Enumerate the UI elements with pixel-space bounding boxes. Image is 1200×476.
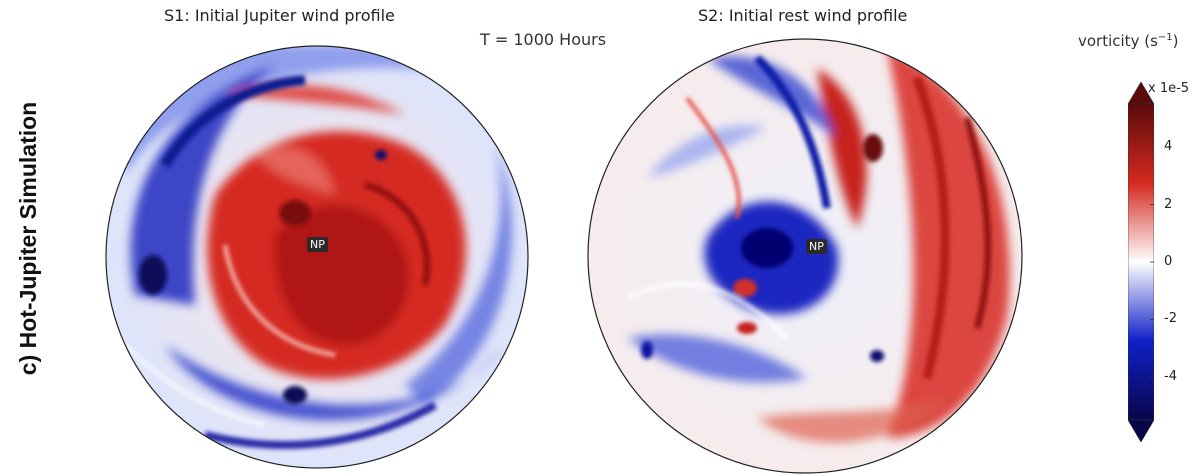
colorbar-unit: (s bbox=[1144, 32, 1158, 50]
row-label: c) Hot-Jupiter Simulation bbox=[15, 101, 42, 375]
colorbar-tick-label: 0 bbox=[1164, 254, 1173, 269]
colorbar-tick-label: 2 bbox=[1164, 196, 1173, 212]
panel-title-s2: S2: Initial rest wind profile bbox=[698, 6, 908, 25]
vorticity-map-s2 bbox=[587, 38, 1023, 474]
colorbar-label: vorticity bbox=[1078, 32, 1140, 50]
colorbar-tick-label: 4 bbox=[1164, 139, 1173, 155]
north-pole-marker-s2: NP bbox=[806, 239, 827, 254]
colorbar-title: vorticity (s−1) bbox=[1078, 32, 1179, 50]
colorbar-multiplier: x 1e-5 bbox=[1148, 81, 1190, 96]
vorticity-colorbar bbox=[1128, 82, 1154, 442]
time-label: T = 1000 Hours bbox=[480, 30, 607, 49]
colorbar-unit-close: ) bbox=[1172, 32, 1179, 50]
colorbar-tick-label: -2 bbox=[1164, 311, 1177, 327]
north-pole-marker-s1: NP bbox=[307, 237, 328, 252]
panel-title-s1: S1: Initial Jupiter wind profile bbox=[164, 6, 395, 25]
vorticity-map-s1 bbox=[105, 45, 529, 469]
colorbar-unit-exponent: −1 bbox=[1157, 32, 1173, 43]
colorbar-tick-label: -4 bbox=[1164, 368, 1177, 384]
